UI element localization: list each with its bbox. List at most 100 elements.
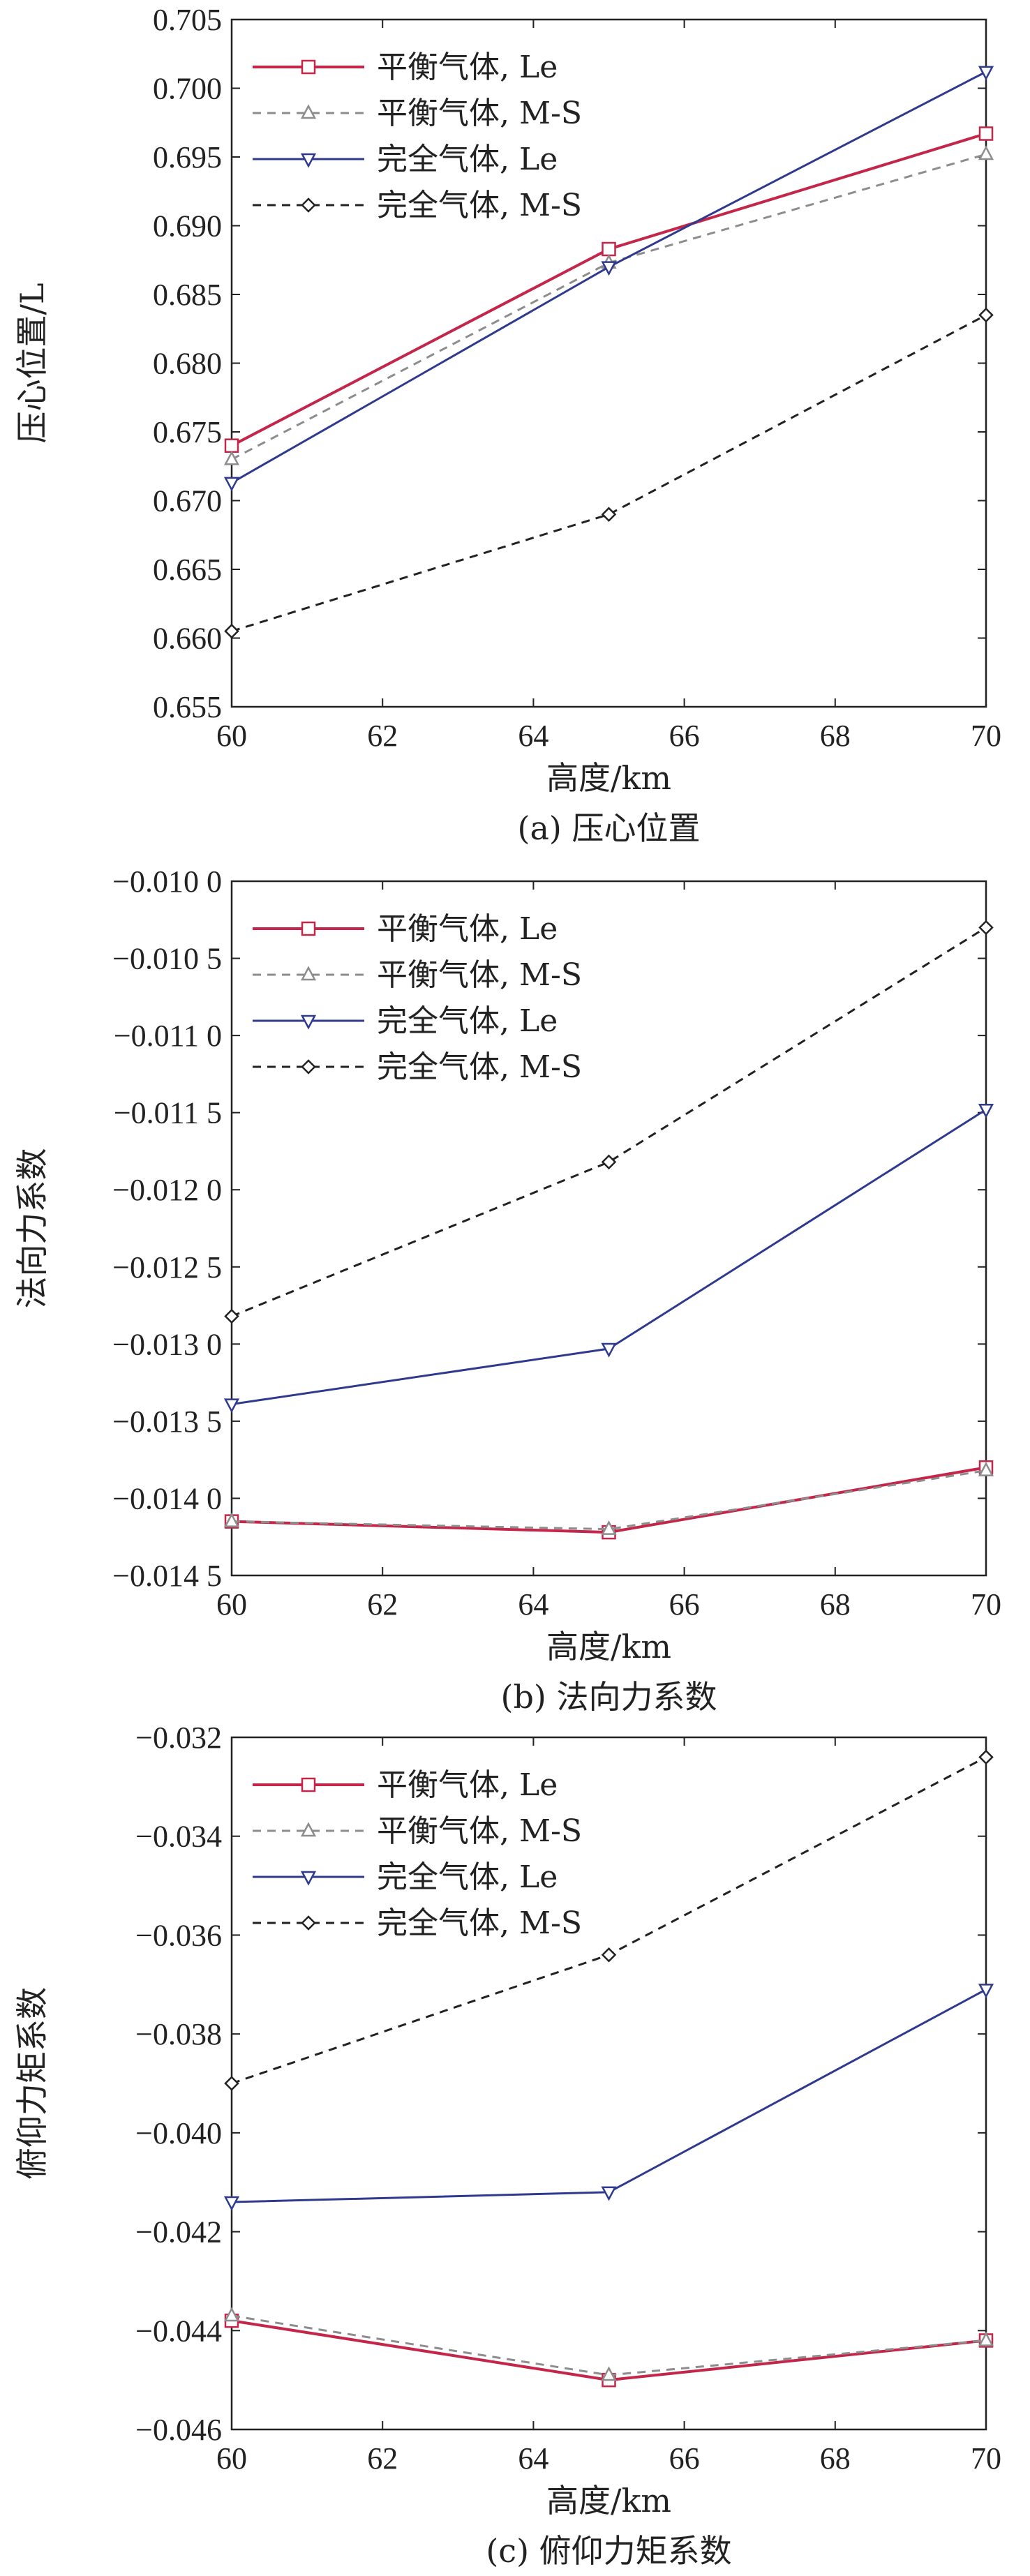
x-tick-label: 70 — [971, 1587, 1001, 1622]
legend-marker — [300, 104, 317, 119]
x-tick-label: 60 — [216, 1587, 247, 1622]
data-point — [978, 1461, 994, 1476]
y-tick-label: −0.040 — [135, 2116, 222, 2150]
legend-marker — [300, 1871, 317, 1886]
y-axis-title: 法向力系数 — [13, 1148, 51, 1309]
y-tick-label: −0.013 5 — [112, 1405, 222, 1439]
legend-label: 完全气体, Le — [377, 1003, 558, 1039]
data-point — [223, 2196, 240, 2211]
legend-label: 完全气体, Le — [377, 142, 558, 177]
x-tick-label: 60 — [216, 2441, 247, 2476]
data-point — [601, 2366, 617, 2381]
legend-marker — [301, 59, 316, 75]
data-point — [602, 241, 616, 257]
y-tick-label: −0.042 — [135, 2215, 222, 2249]
x-tick-label: 66 — [669, 1587, 700, 1622]
y-tick-label: −0.014 0 — [112, 1481, 222, 1515]
data-point — [601, 2186, 617, 2201]
data-point — [223, 2307, 240, 2322]
y-tick-label: 0.705 — [153, 3, 222, 37]
panel-caption: (a) 压心位置 — [518, 809, 701, 847]
y-axis-title: 压心位置/L — [13, 283, 51, 443]
data-point — [978, 1984, 994, 1999]
series-line — [231, 70, 987, 484]
y-tick-label: −0.011 5 — [114, 1096, 222, 1130]
chart-panel-3: 60 62 64 66 68 70 −0.046 −0.044 −0.042 −0.040 −0.0… — [13, 1721, 1001, 2570]
data-point — [224, 438, 239, 453]
panel-caption: (b) 法向力系数 — [501, 1678, 717, 1716]
legend-label: 完全气体, M-S — [377, 188, 582, 223]
data-point — [978, 307, 994, 323]
data-point — [223, 1512, 240, 1527]
y-tick-label: 0.665 — [153, 553, 222, 587]
y-tick-label: 0.685 — [153, 278, 222, 312]
y-tick-label: −0.011 0 — [114, 1019, 222, 1053]
y-tick-label: 0.655 — [153, 690, 222, 724]
legend-marker — [301, 1777, 316, 1792]
x-tick-label: 68 — [820, 1587, 851, 1622]
legend-marker — [300, 966, 317, 981]
series-line — [231, 1756, 987, 2085]
y-tick-label: −0.013 0 — [112, 1327, 222, 1361]
series-line — [231, 1469, 987, 1531]
data-point — [978, 126, 994, 141]
data-point — [601, 1520, 617, 1535]
series-line — [231, 132, 987, 447]
data-point — [223, 1398, 240, 1414]
legend-label: 完全气体, M-S — [377, 1905, 582, 1941]
series-line — [231, 153, 987, 460]
data-point — [223, 450, 240, 465]
x-tick-label: 64 — [518, 1587, 548, 1622]
legend-marker — [300, 1822, 317, 1837]
legend-label: 完全气体, M-S — [377, 1049, 582, 1085]
data-point — [601, 1947, 617, 1963]
legend-label: 平衡气体, M-S — [377, 1813, 582, 1849]
chart-panel-2: 60 62 64 66 68 70 −0.014 5 −0.014 0 −0.013 5 −0.0… — [13, 864, 1001, 1716]
y-tick-label: −0.032 — [135, 1721, 222, 1755]
x-tick-label: 68 — [820, 719, 851, 753]
x-tick-label: 62 — [367, 719, 398, 753]
data-point — [224, 2076, 239, 2091]
y-tick-label: −0.046 — [135, 2413, 222, 2447]
y-tick-label: 0.700 — [153, 72, 222, 106]
y-tick-label: −0.012 0 — [112, 1173, 222, 1207]
data-point — [601, 261, 617, 276]
y-tick-label: 0.660 — [153, 622, 222, 656]
data-point — [224, 1308, 239, 1324]
y-tick-label: −0.014 5 — [112, 1559, 222, 1593]
legend-marker — [301, 197, 316, 213]
legend-label: 平衡气体, Le — [377, 911, 558, 947]
x-tick-label: 66 — [669, 719, 700, 753]
y-tick-label: −0.010 0 — [112, 864, 222, 899]
y-tick-label: −0.034 — [135, 1820, 222, 1854]
legend-marker — [301, 1059, 316, 1074]
data-point — [978, 1749, 994, 1765]
plot-frame — [230, 1736, 987, 2431]
y-tick-label: 0.675 — [153, 415, 222, 449]
x-tick-label: 64 — [518, 719, 548, 753]
legend-label: 平衡气体, Le — [377, 50, 558, 85]
plot-frame — [230, 880, 987, 1577]
x-axis-title: 高度/km — [546, 759, 671, 797]
data-point — [223, 477, 240, 492]
y-tick-label: 0.680 — [153, 347, 222, 381]
data-point — [601, 507, 617, 522]
x-tick-label: 70 — [971, 719, 1001, 753]
series-line — [231, 1108, 987, 1406]
data-point — [978, 145, 994, 160]
data-point — [601, 1342, 617, 1358]
legend-marker — [301, 1915, 316, 1931]
data-point — [978, 920, 994, 936]
data-point — [224, 623, 239, 639]
chart-panel-1: 60 62 64 66 68 70 0.655 0.660 0.665 0.670 0.675 0.6… — [13, 3, 1001, 847]
y-tick-label: 0.695 — [153, 140, 222, 174]
y-tick-label: 0.690 — [153, 209, 222, 244]
legend-label: 完全气体, Le — [377, 1859, 558, 1895]
x-axis-title: 高度/km — [546, 2482, 671, 2519]
legend-label: 平衡气体, Le — [377, 1767, 558, 1803]
x-tick-label: 62 — [367, 2441, 398, 2476]
legend-marker — [300, 153, 317, 168]
x-tick-label: 66 — [669, 2441, 700, 2476]
x-tick-label: 64 — [518, 2441, 548, 2476]
